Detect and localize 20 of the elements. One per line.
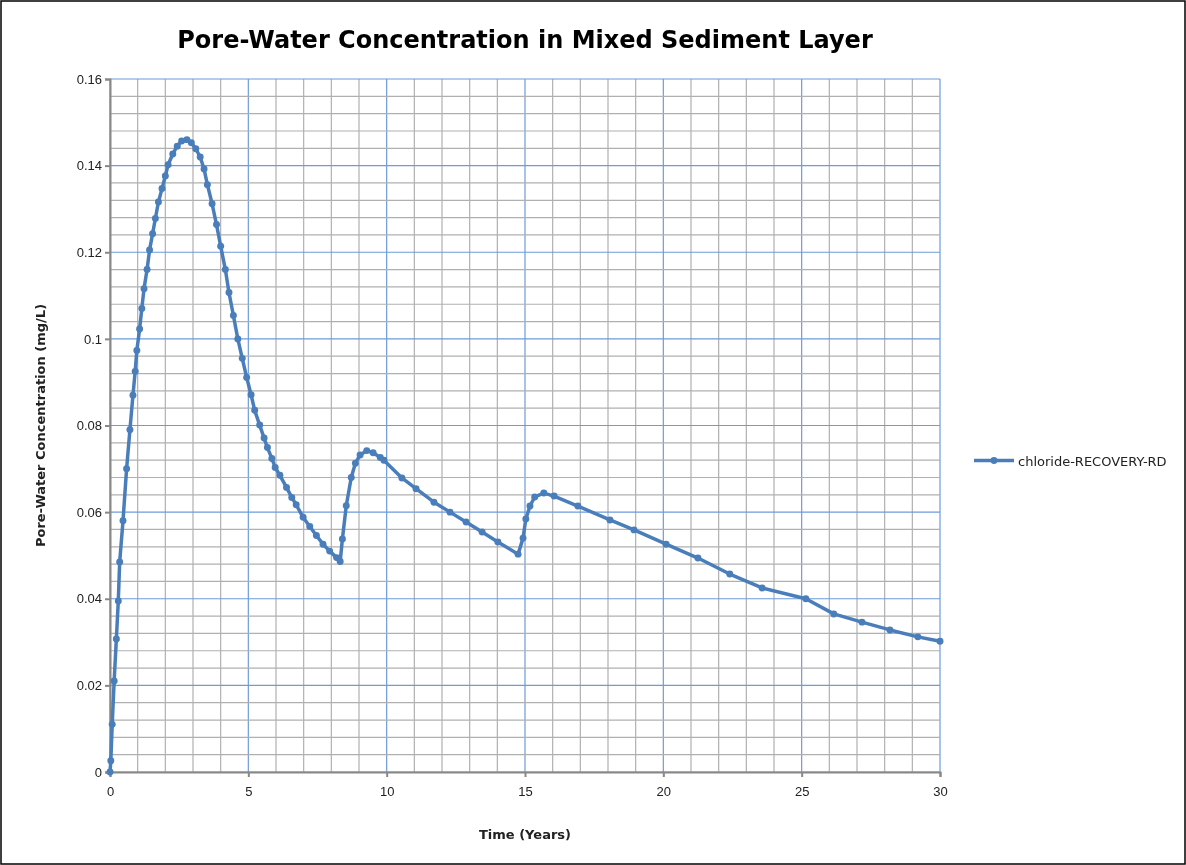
- x-axis-title: Time (Years): [478, 827, 572, 842]
- y-tick-label: 0.08: [76, 418, 102, 434]
- x-tick-label: 20: [656, 783, 672, 799]
- x-tick-label: 5: [245, 783, 253, 799]
- y-tick-label: 0.12: [76, 244, 102, 260]
- x-tick-label: 25: [794, 783, 810, 799]
- y-tick-label: 0.02: [76, 678, 102, 694]
- x-tick-label: 0: [106, 783, 115, 799]
- y-tick-label: 0.1: [83, 331, 102, 347]
- y-tick-label: 0.14: [76, 158, 102, 174]
- legend-label: chloride-RECOVERY-RD: [1018, 453, 1167, 469]
- x-tick-label: 15: [518, 783, 533, 799]
- y-axis-title: Pore-Water Concentration (mg/L): [33, 303, 48, 548]
- y-tick-label: 0.16: [76, 71, 102, 87]
- x-tick-label: 10: [379, 783, 395, 799]
- y-tick-label: 0: [94, 764, 102, 780]
- chart-title: Pore-Water Concentration in Mixed Sediment Layer: [177, 26, 873, 54]
- y-tick-label: 0.06: [76, 504, 102, 520]
- y-tick-label: 0.04: [76, 591, 102, 607]
- x-tick-label: 30: [933, 783, 948, 799]
